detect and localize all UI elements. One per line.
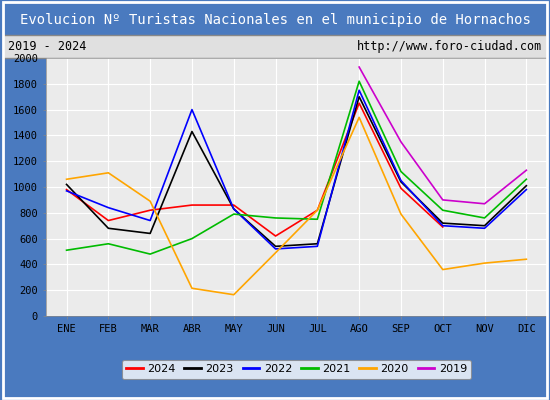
Text: Evolucion Nº Turistas Nacionales en el municipio de Hornachos: Evolucion Nº Turistas Nacionales en el m… (20, 13, 530, 26)
FancyBboxPatch shape (3, 35, 547, 58)
Legend: 2024, 2023, 2022, 2021, 2020, 2019: 2024, 2023, 2022, 2021, 2020, 2019 (122, 360, 471, 379)
Text: 2019 - 2024: 2019 - 2024 (8, 40, 86, 53)
Text: http://www.foro-ciudad.com: http://www.foro-ciudad.com (356, 40, 542, 53)
